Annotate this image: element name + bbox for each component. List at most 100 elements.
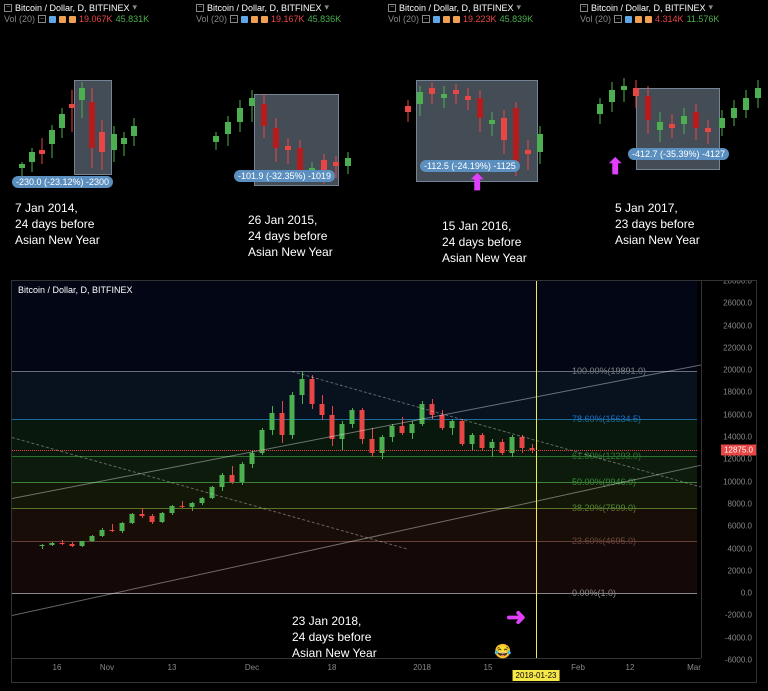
main-magenta-arrow-icon: ➜ [506,603,526,632]
candle [39,138,45,164]
candle [410,421,415,439]
vol-negative: 19.223K [463,14,497,24]
panel-title[interactable]: −Bitcoin / Dollar, D, BITFINEX▾ [388,2,572,13]
candle [681,108,687,134]
y-tick: 24000.0 [723,321,752,330]
candle [460,419,465,446]
dropdown-icon[interactable]: ▾ [709,2,714,13]
candle [453,84,459,104]
mini-chart-area [580,30,764,160]
dropdown-icon[interactable]: ▾ [133,2,138,13]
candle [719,110,725,136]
vol-label[interactable]: Vol (20) [580,14,611,24]
y-tick: 18000.0 [723,388,752,397]
main-chart: Bitcoin / Dollar, D, BITFINEX 100.00%(19… [11,280,757,683]
vol-label[interactable]: Vol (20) [196,14,227,24]
price-now-line [12,450,697,451]
candle [731,100,737,126]
collapse-icon[interactable]: − [230,15,238,23]
candle [121,132,127,156]
y-tick: 20000.0 [723,366,752,375]
x-tick: Nov [100,663,114,672]
candle [240,462,245,485]
panel-title[interactable]: −Bitcoin / Dollar, D, BITFINEX▾ [196,2,380,13]
x-axis: 16Nov13Dec18201815Feb12Mar2018-01-23 [12,658,701,682]
vol-positive: 11.576K [687,14,720,24]
candle [450,419,455,435]
candle [609,82,615,112]
candle [79,82,85,118]
vol-label[interactable]: Vol (20) [388,14,419,24]
collapse-icon[interactable]: − [38,15,46,23]
stat-tag: -101.9 (-32.35%) -1019 [234,170,335,182]
collapse-icon[interactable]: − [580,4,588,12]
x-tick: 2018 [413,663,431,672]
date-marker: 2018-01-23 [513,670,560,681]
candle [417,86,423,116]
candle [237,100,243,132]
collapse-icon[interactable]: − [196,4,204,12]
candle [80,541,85,547]
candle [693,104,699,140]
candle [230,466,235,484]
candle [100,528,105,537]
candle [350,408,355,428]
vol-positive: 45.839K [500,14,534,24]
y-tick: 2000.0 [728,566,752,575]
y-tick: -6000.0 [725,656,752,665]
candle [743,90,749,118]
vol-negative: 19.067K [79,14,113,24]
dropdown-icon[interactable]: ▾ [517,2,522,13]
candle [89,88,95,168]
panel-title[interactable]: −Bitcoin / Dollar, D, BITFINEX▾ [580,2,764,13]
candle [90,535,95,542]
collapse-icon[interactable]: − [388,4,396,12]
y-tick: 14000.0 [723,433,752,442]
x-tick: Feb [571,663,585,672]
candle [429,82,435,104]
candle [300,371,305,403]
candle [200,497,205,505]
candle [633,80,639,108]
collapse-icon[interactable]: − [4,4,12,12]
panel-volume-row: Vol (20) − 4.314K 11.576K [580,14,764,24]
x-tick: Dec [245,663,259,672]
candle [390,424,395,442]
candle [489,112,495,136]
candle [330,406,335,446]
y-tick: 6000.0 [728,522,752,531]
panel-title[interactable]: −Bitcoin / Dollar, D, BITFINEX▾ [4,2,188,13]
dropdown-icon[interactable]: ▾ [325,2,330,13]
candle [225,116,231,146]
y-tick: 4000.0 [728,544,752,553]
fib-zone [12,371,697,418]
y-tick: 26000.0 [723,299,752,308]
candle [380,435,385,460]
candle [669,114,675,138]
candle [441,86,447,108]
main-chart-title[interactable]: Bitcoin / Dollar, D, BITFINEX [18,285,133,295]
vol-negative: 4.314K [655,14,684,24]
y-tick: -2000.0 [725,611,752,620]
candle [657,112,663,142]
x-tick: 15 [484,663,493,672]
candle [220,473,225,491]
candle [60,540,65,546]
candle [49,125,55,158]
vol-label[interactable]: Vol (20) [4,14,35,24]
collapse-icon[interactable]: − [614,15,622,23]
candle [273,118,279,162]
y-tick: 10000.0 [723,477,752,486]
candle [400,417,405,435]
collapse-icon[interactable]: − [422,15,430,23]
candle [250,450,255,468]
x-tick: Mar [687,663,701,672]
candle [537,126,543,164]
y-tick: 8000.0 [728,499,752,508]
mini-chart-area [388,30,572,160]
y-tick: 22000.0 [723,343,752,352]
vol-positive: 45.831K [116,14,150,24]
candle [510,435,515,457]
stat-tag: -412.7 (-35.39%) -4127 [628,148,729,160]
candle [465,88,471,110]
